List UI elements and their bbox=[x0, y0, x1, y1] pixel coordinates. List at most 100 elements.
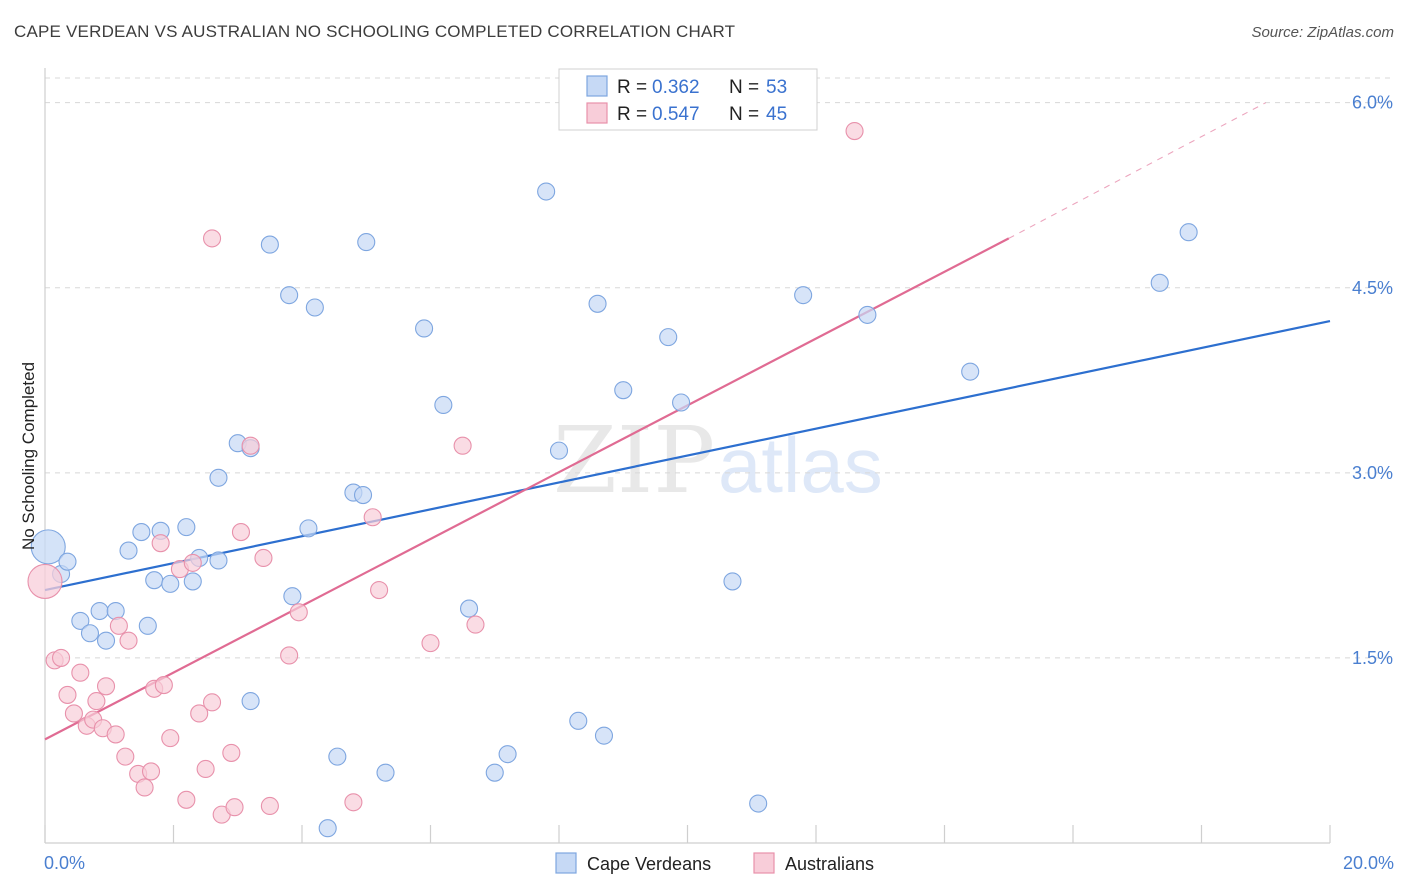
cape-verdean-point bbox=[794, 286, 813, 305]
cape-verdean-point bbox=[106, 601, 125, 621]
legend-swatch-cape-verdeans bbox=[586, 75, 608, 97]
cape-verdean-point bbox=[549, 441, 569, 460]
cape-verdean-point bbox=[569, 711, 588, 730]
australian-point bbox=[27, 563, 63, 599]
australian-point bbox=[289, 603, 308, 622]
cape-verdean-point bbox=[723, 572, 742, 591]
legend-n-value-1: 53 bbox=[766, 77, 787, 98]
australian-point bbox=[222, 743, 241, 762]
x-tick-label-max: 20.0% bbox=[1343, 853, 1394, 873]
cape-verdean-point bbox=[498, 745, 517, 764]
cape-verdean-point bbox=[280, 286, 299, 305]
australian-point bbox=[453, 436, 472, 455]
legend-r-label-1: R = bbox=[617, 77, 647, 98]
australian-point bbox=[177, 790, 196, 809]
legend-n-label-1: N = bbox=[729, 77, 759, 98]
cape-verdean-point bbox=[353, 485, 373, 505]
cape-verdean-point bbox=[588, 294, 607, 313]
y-axis-title: No Schooling Completed bbox=[19, 362, 38, 550]
legend-n-label-2: N = bbox=[729, 104, 759, 125]
bottom-legend: Cape Verdeans Australians bbox=[555, 852, 874, 874]
australian-trendline-extension bbox=[1008, 102, 1267, 239]
australian-point bbox=[370, 581, 389, 600]
watermark-atlas: atlas bbox=[718, 421, 883, 509]
australian-trendline bbox=[44, 237, 1010, 741]
cape-verdean-point bbox=[209, 468, 228, 487]
cape-verdean-point bbox=[209, 551, 228, 570]
australian-point bbox=[225, 798, 244, 817]
legend-r-value-2: 0.547 bbox=[652, 104, 700, 125]
australian-point bbox=[190, 704, 209, 723]
y-tick-label: 1.5% bbox=[1352, 648, 1393, 668]
cape-verdean-point bbox=[241, 692, 260, 711]
legend: R = 0.362 N = 53 R = 0.547 N = 45 bbox=[558, 68, 818, 131]
trendlines bbox=[44, 102, 1331, 741]
cape-verdean-point bbox=[749, 794, 768, 813]
australian-point bbox=[141, 762, 161, 781]
australian-point bbox=[845, 122, 864, 141]
cape-verdean-point bbox=[183, 572, 202, 591]
legend-n-value-2: 45 bbox=[766, 104, 787, 125]
cape-verdean-point bbox=[132, 523, 151, 542]
cape-verdean-point bbox=[145, 571, 164, 590]
cape-verdean-point bbox=[58, 552, 77, 571]
legend-swatch-australians bbox=[586, 102, 608, 124]
cape-verdean-point bbox=[161, 574, 180, 593]
cape-verdean-point bbox=[299, 519, 318, 538]
cape-verdean-point bbox=[96, 631, 116, 650]
australian-point bbox=[254, 548, 273, 568]
cape-verdean-point bbox=[328, 747, 347, 766]
cape-verdean-point bbox=[1150, 273, 1169, 292]
australian-point bbox=[363, 508, 382, 527]
cape-verdean-point bbox=[459, 599, 479, 618]
bottom-legend-swatch-cape-verdeans bbox=[555, 852, 577, 874]
grid bbox=[45, 77, 1395, 659]
source-label: Source: ZipAtlas.com bbox=[1251, 24, 1394, 41]
cape-verdean-point bbox=[614, 381, 633, 400]
x-tick-label-min: 0.0% bbox=[44, 853, 85, 873]
australian-point bbox=[71, 663, 90, 682]
cape-verdean-point bbox=[659, 328, 678, 347]
cape-verdean-point bbox=[177, 518, 196, 537]
bottom-legend-label-cape-verdeans: Cape Verdeans bbox=[587, 854, 711, 874]
cape-verdean-point bbox=[119, 541, 138, 560]
cape-verdean-point bbox=[376, 763, 395, 782]
australian-point bbox=[64, 704, 83, 723]
australian-point bbox=[96, 677, 116, 696]
cape-verdean-point bbox=[434, 395, 453, 415]
cape-verdean-point bbox=[1179, 223, 1198, 242]
watermark: ZIP atlas bbox=[553, 407, 883, 514]
cape-verdean-point bbox=[305, 298, 324, 317]
cape-verdean-point bbox=[318, 819, 337, 838]
y-tick-label: 3.0% bbox=[1352, 463, 1393, 483]
cape-verdean-point bbox=[415, 319, 434, 338]
australian-point bbox=[116, 747, 135, 766]
y-tick-label: 4.5% bbox=[1352, 278, 1393, 298]
australian-point bbox=[260, 796, 279, 816]
australian-point bbox=[154, 676, 173, 695]
cape-verdean-point bbox=[80, 624, 100, 643]
australian-point bbox=[196, 759, 215, 779]
cape-verdean-point bbox=[485, 763, 504, 782]
australian-point bbox=[280, 646, 299, 665]
cape-verdean-point bbox=[357, 233, 376, 252]
australian-point bbox=[119, 631, 138, 650]
australian-point bbox=[58, 685, 77, 704]
y-tick-label: 6.0% bbox=[1352, 93, 1393, 113]
cape-verdean-point bbox=[71, 611, 90, 630]
legend-r-label-2: R = bbox=[617, 104, 647, 125]
legend-r-value-1: 0.362 bbox=[652, 77, 700, 98]
cape-verdean-point bbox=[672, 393, 691, 412]
australian-point bbox=[52, 648, 71, 667]
australian-point bbox=[109, 616, 128, 635]
bottom-legend-swatch-australians bbox=[753, 852, 775, 874]
cape-verdean-point bbox=[30, 529, 66, 565]
bottom-legend-label-australians: Australians bbox=[785, 854, 874, 874]
tick-labels: 1.5% 3.0% 4.5% 6.0% 0.0% 20.0% bbox=[44, 93, 1394, 873]
data-points bbox=[27, 122, 1198, 838]
australian-point bbox=[241, 436, 260, 455]
australian-point bbox=[466, 615, 485, 634]
australian-point bbox=[203, 693, 222, 712]
australian-point bbox=[106, 725, 125, 744]
cape-verdean-point bbox=[858, 305, 877, 324]
